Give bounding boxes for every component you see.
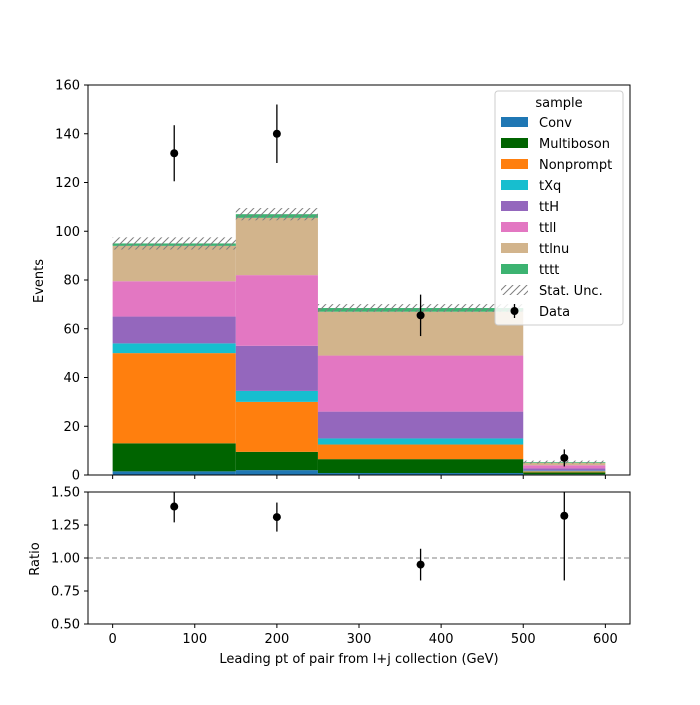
x-tick-label-2: 200 xyxy=(264,632,289,647)
main-y-tick-label-7: 140 xyxy=(55,127,80,142)
legend-title: sample xyxy=(535,96,582,111)
legend: sample Conv Multiboson Nonprompt tXq ttH ttll t… xyxy=(494,90,624,326)
ratio-y-tick-label-2: 1.00 xyxy=(51,552,80,567)
legend-label-multiboson: Multiboson xyxy=(539,137,610,152)
bar-multiboson-bin-1 xyxy=(235,451,318,471)
x-tick-label-4: 400 xyxy=(429,632,454,647)
main-y-tick-label-0: 0 xyxy=(72,469,80,484)
main-y-tick-label-2: 40 xyxy=(63,371,80,386)
legend-label-nonprompt: Nonprompt xyxy=(539,158,612,173)
bar-txq-bin-3 xyxy=(523,470,606,472)
data-point-0 xyxy=(170,149,179,158)
bar-ttll-bin-1 xyxy=(235,275,318,346)
bar-tth-bin-1 xyxy=(235,345,318,391)
legend-label-conv: Conv xyxy=(539,116,572,131)
ratio-point-3 xyxy=(560,511,569,520)
legend-label-tttt: tttt xyxy=(539,263,559,278)
ratio-y-tick-label-3: 1.25 xyxy=(51,519,80,534)
bar-nonprompt-bin-3 xyxy=(523,471,606,473)
x-tick-label-3: 300 xyxy=(347,632,372,647)
ratio-point-2 xyxy=(416,560,425,569)
bar-ttll-bin-3 xyxy=(523,465,606,469)
stat-unc-band-bin-1 xyxy=(235,208,318,221)
bar-nonprompt-bin-1 xyxy=(235,401,318,452)
legend-swatch-tttt xyxy=(501,264,528,274)
x-tick-label-0: 0 xyxy=(108,632,116,647)
legend-label-ttlnu: ttlnu xyxy=(539,242,569,257)
bar-tth-bin-2 xyxy=(317,411,524,439)
main-y-tick-label-3: 60 xyxy=(63,322,80,337)
ratio-point-1 xyxy=(272,513,281,522)
ratio-point-0 xyxy=(170,502,179,511)
main-y-tick-label-5: 100 xyxy=(55,225,80,240)
bar-nonprompt-bin-0 xyxy=(112,353,236,444)
ratio-y-tick-label-4: 1.50 xyxy=(51,486,80,501)
data-point-3 xyxy=(560,453,569,462)
bar-multiboson-bin-2 xyxy=(317,459,524,474)
main-y-tick-label-8: 160 xyxy=(55,79,80,94)
bar-multiboson-bin-0 xyxy=(112,443,236,472)
bar-ttlnu-bin-1 xyxy=(235,217,318,276)
bar-conv-bin-1 xyxy=(235,470,318,475)
bar-tth-bin-3 xyxy=(523,468,606,471)
main-y-tick-label-1: 20 xyxy=(63,420,80,435)
bar-ttll-bin-2 xyxy=(317,355,524,412)
ratio-panel: 0.50 0.75 1.00 1.25 1.50 0 100 200 300 400 500 600 xyxy=(51,486,631,647)
bar-multiboson-bin-3 xyxy=(523,472,606,475)
bar-ttll-bin-0 xyxy=(112,281,236,317)
legend-swatch-ttll xyxy=(501,222,528,232)
legend-swatch-ttlnu xyxy=(501,243,528,253)
bar-conv-bin-0 xyxy=(112,471,236,475)
stat-unc-band-bin-0 xyxy=(112,237,236,250)
ratio-y-tick-label-0: 0.50 xyxy=(51,618,80,633)
main-y-tick-label-4: 80 xyxy=(63,274,80,289)
main-panel: 0 20 40 60 80 100 120 140 160 sample Conv Multiboso… xyxy=(55,79,631,484)
legend-label-stat-unc: Stat. Unc. xyxy=(539,284,603,299)
data-point-2 xyxy=(416,311,425,320)
main-y-axis-label: Events xyxy=(32,259,47,303)
x-axis-label: Leading pt of pair from l+j collection (… xyxy=(219,652,498,667)
bar-nonprompt-bin-2 xyxy=(317,444,524,460)
legend-label-ttll: ttll xyxy=(539,221,556,236)
ratio-y-tick-label-1: 0.75 xyxy=(51,585,80,600)
x-tick-label-5: 500 xyxy=(511,632,536,647)
bar-txq-bin-2 xyxy=(317,438,524,445)
bar-tth-bin-0 xyxy=(112,316,236,344)
legend-swatch-stat-unc xyxy=(501,285,528,295)
ratio-y-axis-label: Ratio xyxy=(28,542,43,575)
legend-swatch-multiboson xyxy=(501,138,528,148)
legend-swatch-txq xyxy=(501,180,528,190)
x-tick-label-6: 600 xyxy=(593,632,618,647)
data-point-1 xyxy=(272,129,281,138)
legend-swatch-data-marker xyxy=(510,307,519,315)
bar-txq-bin-0 xyxy=(112,343,236,354)
x-tick-label-1: 100 xyxy=(182,632,207,647)
legend-swatch-nonprompt xyxy=(501,159,528,169)
legend-swatch-conv xyxy=(501,117,528,127)
legend-swatch-tth xyxy=(501,201,528,211)
legend-label-data: Data xyxy=(539,305,570,320)
legend-label-txq: tXq xyxy=(539,179,561,194)
main-y-tick-label-6: 120 xyxy=(55,176,80,191)
bar-txq-bin-1 xyxy=(235,390,318,402)
bar-ttlnu-bin-0 xyxy=(112,245,236,282)
bar-conv-bin-2 xyxy=(317,473,524,475)
legend-label-tth: ttH xyxy=(539,200,559,215)
